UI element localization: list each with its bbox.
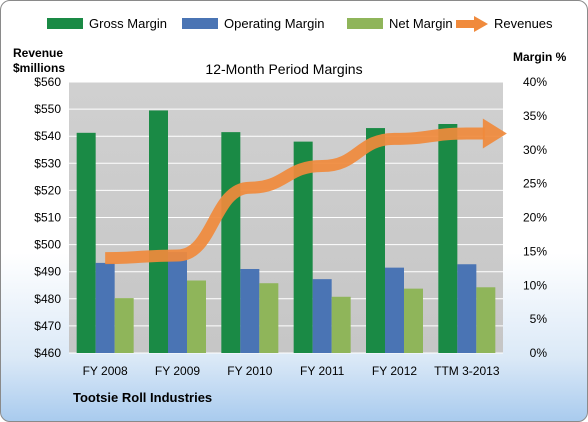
right-tick-label: 40% [523,75,547,89]
left-tick-label: $500 [34,238,61,252]
category-label: FY 2011 [300,364,345,378]
left-tick-label: $510 [34,211,61,225]
revenue-arrow-head [482,118,507,149]
right-tick-label: 0% [530,346,548,360]
left-tick-label: $490 [34,265,61,279]
left-tick-label: $550 [34,102,61,116]
net-margin-bar [404,288,423,353]
gross-margin-bar [149,110,168,353]
gross-margin-bar [76,132,96,353]
net-margin-bar [331,296,351,353]
category-label: FY 2010 [227,364,272,378]
net-margin-bar [114,298,134,353]
left-tick-label: $520 [34,183,61,197]
chart-title: 12-Month Period Margins [205,61,362,77]
left-tick-label: $460 [34,346,61,360]
operating-margin-bar [240,268,260,353]
left-tick-label: $560 [34,75,61,89]
operating-margin-bar [168,252,187,353]
category-label: FY 2012 [372,364,417,378]
right-tick-label: 5% [530,312,548,326]
axes: $460 $470 $480 $490 $500 $510 $520 $530 $540 $550… [34,75,547,378]
right-axis-label: Margin % [513,50,567,64]
left-axis-label-line1: Revenue [13,46,63,60]
category-label: FY 2009 [155,364,200,378]
operating-margin-bar [385,267,404,353]
revenue-line [105,118,507,265]
company-name: Tootsie Roll Industries [73,390,212,405]
legend-label: Operating Margin [224,16,324,31]
category-label: TTM 3-2013 [434,364,500,378]
revenue-line-path [105,127,485,265]
net-margin-bar [259,283,279,353]
gross-margin-bar [366,128,385,353]
gross-margin-bar [438,124,458,353]
left-axis-label-line2: $millions [13,61,65,75]
gross-margin-bar [293,141,313,353]
left-tick-label: $470 [34,319,61,333]
legend: Gross Margin Operating Margin Net Margin Re… [47,16,553,32]
bars [76,110,496,353]
legend-label: Revenues [494,16,553,31]
category-label: FY 2008 [83,364,128,378]
right-tick-label: 15% [523,244,547,258]
legend-swatch [347,18,383,29]
legend-swatch-arrow [474,16,488,32]
operating-margin-bar [312,279,332,353]
legend-swatch [47,18,83,29]
left-tick-label: $540 [34,129,61,143]
operating-margin-bar [95,262,115,353]
legend-label: Gross Margin [89,16,167,31]
right-tick-label: 10% [523,278,547,292]
right-tick-label: 25% [523,177,547,191]
left-tick-label: $480 [34,292,61,306]
net-margin-bar [187,280,206,353]
gross-margin-bar [221,132,241,353]
legend-label: Net Margin [389,16,453,31]
right-tick-label: 20% [523,211,547,225]
left-tick-label: $530 [34,156,61,170]
operating-margin-bar [457,264,477,353]
right-tick-label: 30% [523,143,547,157]
net-margin-bar [476,287,496,353]
legend-swatch [182,18,218,29]
right-tick-label: 35% [523,109,547,123]
